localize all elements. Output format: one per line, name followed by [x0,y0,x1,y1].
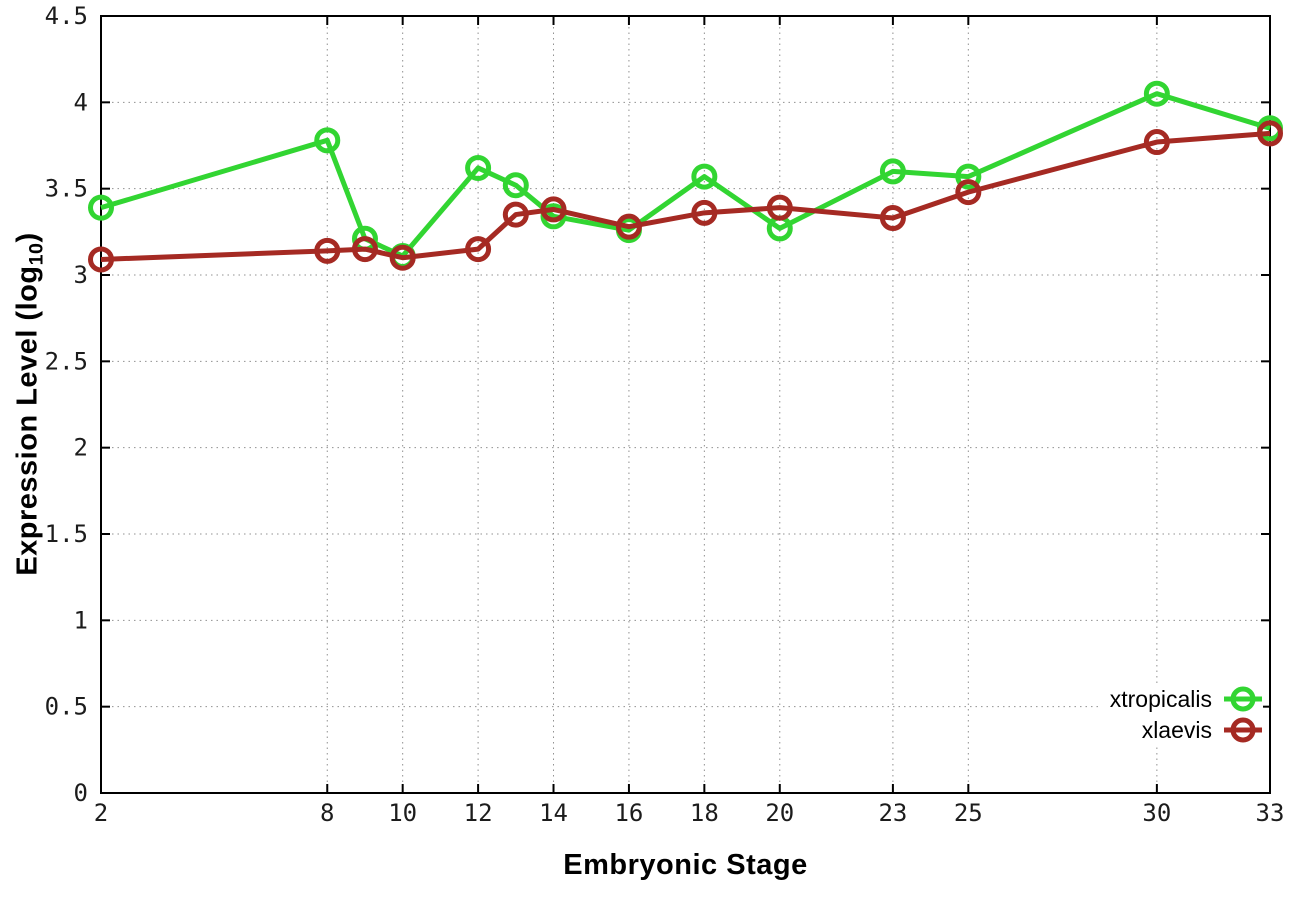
data-point-marker-xlaevis [691,199,718,226]
y-axis-title-close: ) [11,232,44,243]
data-point-marker-xtropicalis [691,163,718,190]
y-axis-title-subscript: 10 [25,242,48,266]
x-axis-title: Embryonic Stage [563,849,808,881]
data-point-marker-xlaevis [1143,129,1170,156]
y-tick-label: 4 [74,88,88,116]
series-line-xtropicalis [100,91,1271,259]
data-point-marker-xlaevis [314,237,341,264]
data-point-marker-xtropicalis [502,172,529,199]
data-point-marker-xtropicalis [955,163,982,190]
x-tick-label: 14 [539,799,568,827]
legend-sample-icon-xtropicalis [1224,686,1262,712]
data-point-marker-xlaevis [465,236,492,263]
data-point-marker-xlaevis [389,244,416,271]
x-tick-label: 18 [690,799,719,827]
legend-marker-sample [1230,686,1256,712]
x-tick-label: 25 [954,799,983,827]
legend-row-xtropicalis: xtropicalis [1110,684,1263,714]
y-tick-label: 3 [74,261,88,289]
y-tick-label: 0 [74,779,88,807]
x-tick-label: 20 [765,799,794,827]
data-point-marker-xlaevis [766,194,793,221]
y-tick-label: 2.5 [45,347,88,375]
x-tick-label: 23 [878,799,907,827]
x-tick-label: 30 [1142,799,1171,827]
data-point-marker-xlaevis [615,213,642,240]
data-point-marker-xlaevis [1257,120,1283,147]
y-axis-title-text: Expression Level (log [11,265,44,576]
y-tick-label: 4.5 [45,2,88,30]
data-point-marker-xlaevis [88,246,114,273]
data-point-marker-xtropicalis [879,158,906,185]
y-tick-label: 1 [74,606,88,634]
data-point-marker-xlaevis [351,236,378,263]
legend-sample-icon-xlaevis [1224,717,1262,743]
data-point-marker-xtropicalis [314,127,341,154]
x-tick-label: 33 [1256,799,1285,827]
legend-label-xtropicalis: xtropicalis [1109,685,1212,712]
y-axis-title: Expression Level (log10) [12,232,49,575]
data-point-marker-xtropicalis [1143,80,1170,107]
plot-border [100,15,1271,794]
x-tick-label: 12 [464,799,493,827]
x-tick-label: 8 [320,799,334,827]
x-tick-label: 2 [94,799,108,827]
y-tick-label: 0.5 [45,693,88,721]
data-point-marker-xlaevis [540,196,567,223]
data-point-marker-xlaevis [502,201,529,228]
x-tick-label: 16 [614,799,643,827]
legend-marker-sample [1230,717,1256,743]
legend-row-xlaevis: xlaevis [1142,715,1263,745]
y-tick-label: 3.5 [45,175,88,203]
data-point-marker-xtropicalis [465,154,492,181]
y-tick-label: 2 [74,434,88,462]
x-tick-label: 10 [388,799,417,827]
data-point-marker-xlaevis [955,179,982,206]
series-line-xlaevis [100,130,1271,262]
data-point-marker-xtropicalis [88,194,114,221]
legend-label-xlaevis: xlaevis [1141,716,1212,743]
y-tick-label: 1.5 [45,520,88,548]
legend: xtropicalis xlaevis [1099,683,1263,746]
data-point-marker-xlaevis [879,205,906,232]
